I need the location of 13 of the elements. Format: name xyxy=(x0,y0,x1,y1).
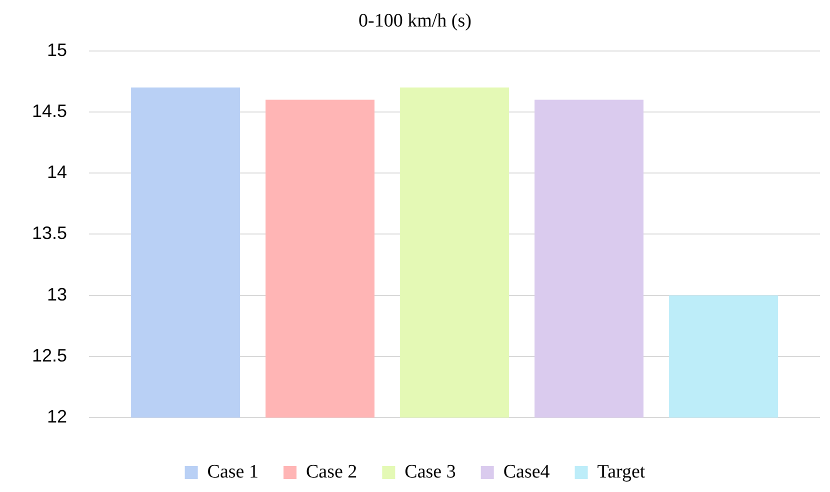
legend-label: Case 3 xyxy=(404,461,456,482)
y-tick-label: 14 xyxy=(47,162,68,182)
y-tick-label: 13.5 xyxy=(32,223,68,244)
legend-label: Target xyxy=(597,461,646,482)
y-tick-label: 12 xyxy=(47,406,68,427)
y-tick-label: 14.5 xyxy=(32,100,68,121)
y-tick-label: 13 xyxy=(47,284,68,304)
y-tick-label: 12.5 xyxy=(32,345,68,366)
legend-label: Case 2 xyxy=(306,461,358,482)
legend-label: Case 1 xyxy=(207,461,258,482)
y-tick-label: 15 xyxy=(47,40,68,60)
chart-title: 0-100 km/h (s) xyxy=(358,10,472,32)
legend-label: Case4 xyxy=(503,461,550,482)
